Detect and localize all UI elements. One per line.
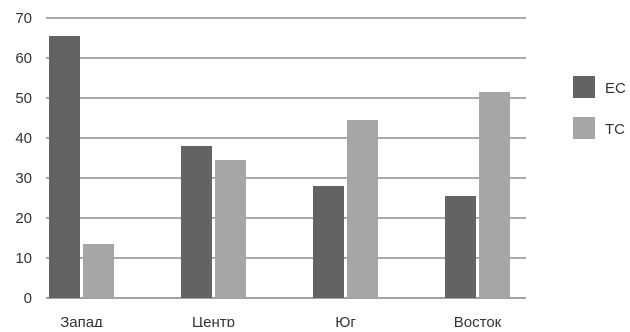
y-tick-label: 30 [15, 170, 32, 187]
y-tick-label: 0 [24, 290, 32, 307]
legend-swatch [573, 117, 595, 139]
bar-tc-0 [83, 244, 114, 298]
bar-tc-1 [215, 160, 246, 298]
y-tick-label: 10 [15, 250, 32, 267]
y-tick-label: 20 [15, 210, 32, 227]
x-category-label: Восток [454, 314, 502, 327]
bar-ec-1 [181, 146, 212, 298]
x-category-label: Юг [335, 314, 356, 327]
x-category-label: Центр [192, 314, 235, 327]
y-tick-label: 40 [15, 130, 32, 147]
bar-ec-2 [313, 186, 344, 298]
x-category-label: Запад [60, 314, 103, 327]
x-axis-labels: Запад Центр Юг Восток [60, 314, 502, 331]
y-tick-label: 50 [15, 90, 32, 107]
y-tick-label: 60 [15, 50, 32, 67]
bar-ec-3 [445, 196, 476, 298]
bar-tc-2 [347, 120, 378, 298]
y-axis-ticks: 0 10 20 30 40 50 60 70 [15, 10, 32, 307]
bar-ec-0 [49, 36, 80, 298]
y-tick-label: 70 [15, 10, 32, 27]
legend: ЕС ТС [573, 76, 626, 139]
bar-tc-3 [479, 92, 510, 298]
gridlines [46, 17, 526, 299]
legend-label: ЕС [605, 80, 626, 97]
bars [49, 36, 510, 298]
legend-label: ТС [605, 121, 625, 138]
legend-swatch [573, 76, 595, 98]
